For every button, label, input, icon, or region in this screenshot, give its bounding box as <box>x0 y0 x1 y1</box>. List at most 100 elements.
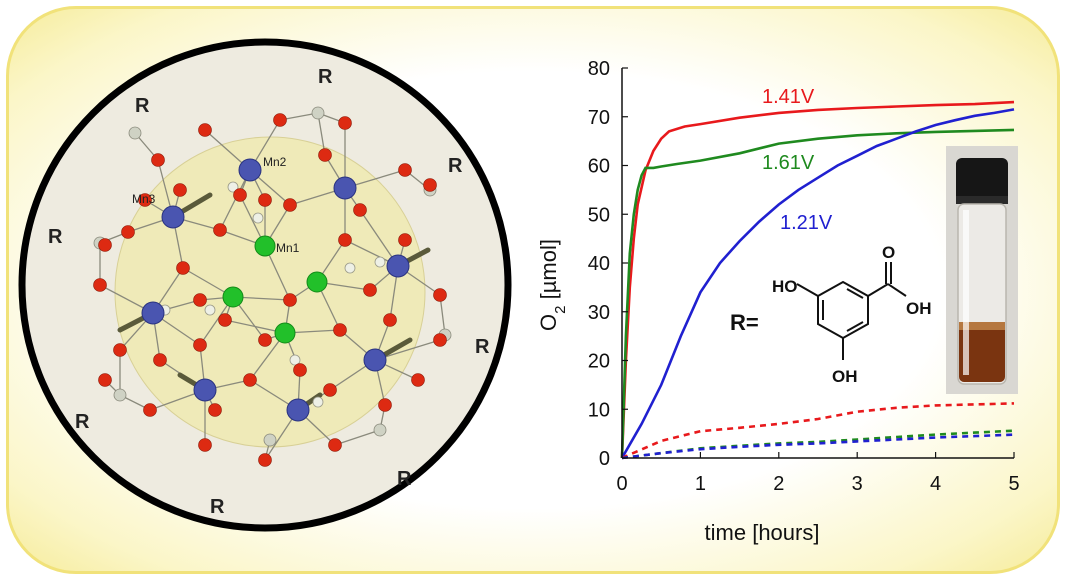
oxygen-atom <box>143 403 157 417</box>
series-line-2 <box>620 108 1015 459</box>
hydrogen-atom <box>204 304 216 316</box>
y-tick-label: 60 <box>588 156 610 178</box>
mn2-label: Mn2 <box>263 155 287 169</box>
y-tick-label: 20 <box>588 351 610 373</box>
y-tick-label: 50 <box>588 204 610 226</box>
green-metal-atom <box>254 235 276 257</box>
carbon-atom <box>373 423 387 437</box>
bond <box>334 429 381 446</box>
manganese-atom <box>238 158 262 182</box>
oxygen-atom <box>398 233 412 247</box>
oxygen-atom <box>411 373 425 387</box>
y-tick-label: 80 <box>588 58 610 80</box>
series-line-1 <box>620 128 1015 459</box>
oxygen-atom <box>173 183 187 197</box>
r-group-structure: R= HO O OH OH <box>730 243 932 386</box>
oxygen-atom <box>151 153 165 167</box>
oxygen-atom <box>153 353 167 367</box>
y-tick-label: 0 <box>599 448 610 470</box>
oxygen-atom <box>258 333 272 347</box>
molecular-structure: R R R R R R R R Mn2 Mn3 Mn1 <box>18 38 512 532</box>
series-line-0 <box>620 100 1015 459</box>
manganese-atom <box>141 301 165 325</box>
y-tick-label: 10 <box>588 399 610 421</box>
y-tick-label: 30 <box>588 302 610 324</box>
series-label-1-21v: 1.21V <box>780 212 833 234</box>
r-equals-label: R= <box>730 310 759 335</box>
oxygen-atom <box>258 193 272 207</box>
oxygen-atom <box>193 338 207 352</box>
r-group-label: R <box>397 468 412 490</box>
carbon-atom <box>113 388 127 402</box>
series-line-dashed-3 <box>621 402 1015 460</box>
oxygen-atom <box>218 313 232 327</box>
hydrogen-atom <box>344 262 356 274</box>
r-group-label: R <box>135 95 150 117</box>
atoms <box>93 106 452 467</box>
oxygen-atom <box>243 373 257 387</box>
x-tick-label: 1 <box>695 473 706 495</box>
oxygen-atom <box>198 123 212 137</box>
r-group-label: R <box>318 66 333 88</box>
r-group-label: R <box>475 336 490 358</box>
acid-hydroxyl: OH <box>906 299 932 318</box>
r-group-labels: R R R R R R R R <box>48 66 490 518</box>
oxygen-atom <box>293 363 307 377</box>
oxygen-atom <box>328 438 342 452</box>
oxygen-atom <box>383 313 397 327</box>
r-group-label: R <box>48 226 63 248</box>
x-tick-label: 0 <box>616 473 627 495</box>
plot-series <box>620 100 1015 460</box>
oxygen-atom <box>98 238 112 252</box>
oxygen-atom <box>423 178 437 192</box>
x-tick-label: 3 <box>852 473 863 495</box>
manganese-atom <box>193 378 217 402</box>
oxygen-atom <box>176 261 190 275</box>
oxygen-atom <box>353 203 367 217</box>
oxygen-atom <box>213 223 227 237</box>
series-label-1-61v: 1.61V <box>762 152 815 174</box>
series-line-dashed-4 <box>621 429 1015 460</box>
y-tick-label: 40 <box>588 253 610 275</box>
hydrogen-atom <box>252 212 264 224</box>
oxygen-atom <box>338 116 352 130</box>
r-group-label: R <box>210 496 225 518</box>
r-group-label: R <box>448 155 463 177</box>
carbon-atom <box>128 126 142 140</box>
oxygen-atom <box>208 403 222 417</box>
oxygen-atom <box>93 278 107 292</box>
oxygen-atom <box>233 188 247 202</box>
manganese-atom <box>363 348 387 372</box>
x-tick-label: 4 <box>930 473 941 495</box>
oxygen-atom <box>138 193 152 207</box>
manganese-atom <box>333 176 357 200</box>
manganese-atom <box>386 254 410 278</box>
oxygen-atom <box>433 288 447 302</box>
oxygen-atom <box>378 398 392 412</box>
oxygen-atom <box>98 373 112 387</box>
manganese-atom <box>161 205 185 229</box>
core-disc <box>114 136 426 448</box>
series-line-dashed-5 <box>621 433 1015 460</box>
benzene-ring <box>796 262 907 360</box>
green-metal-atom <box>306 271 328 293</box>
vial-cap <box>956 158 1008 204</box>
oxygen-atom <box>338 233 352 247</box>
carbonyl-oxygen: O <box>882 243 895 262</box>
oxygen-atom <box>433 333 447 347</box>
vial-photo <box>946 146 1018 394</box>
hydrogen-atom <box>289 354 301 366</box>
carbon-atom <box>311 106 325 120</box>
series-label-1-41v: 1.41V <box>762 86 815 108</box>
y-axis-label: O2 [µmol] <box>536 239 569 331</box>
green-metal-atom <box>274 322 296 344</box>
hydrogen-atom <box>227 181 239 193</box>
mn1-label: Mn1 <box>276 241 300 255</box>
manganese-atom <box>286 398 310 422</box>
chart-axes <box>621 67 1015 459</box>
x-axis-label: time [hours] <box>705 520 820 545</box>
oxygen-atom <box>198 438 212 452</box>
